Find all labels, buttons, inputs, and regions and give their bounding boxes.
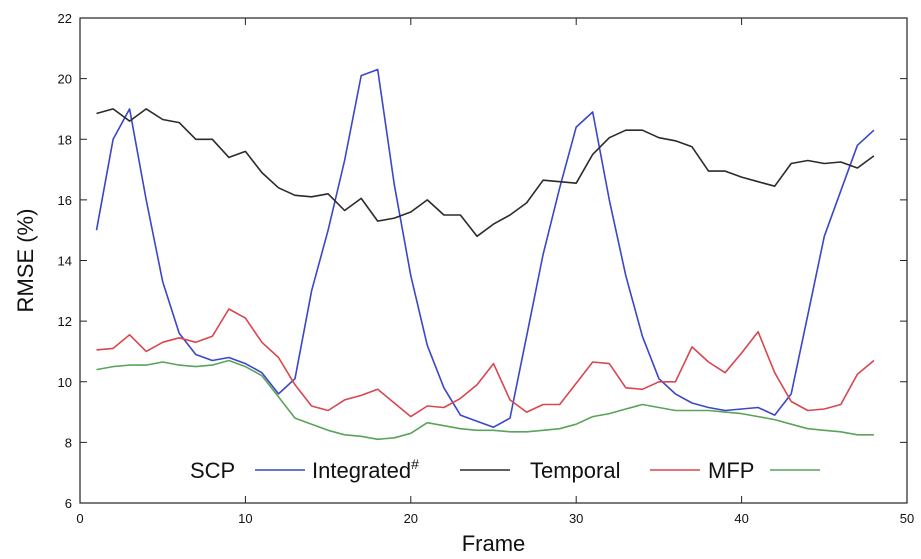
legend: SCP Integrated# Temporal MFP — [190, 456, 820, 483]
legend-label-1: Integrated# — [312, 456, 419, 483]
legend-label-2: Temporal — [530, 458, 620, 483]
axis-ticks: 0 10 20 30 40 50 6 8 10 12 14 16 18 20 22 — [58, 11, 915, 526]
y-tick-label: 14 — [58, 254, 72, 269]
y-tick-label: 22 — [58, 11, 72, 26]
series-line-0 — [95, 68, 875, 429]
series-line-2 — [96, 308, 875, 418]
x-tick-label: 0 — [76, 511, 83, 526]
y-tick-label: 18 — [58, 132, 72, 147]
x-tick-label: 20 — [404, 511, 418, 526]
y-tick-label: 16 — [58, 193, 72, 208]
legend-label-0: SCP — [190, 458, 235, 483]
y-tick-label: 12 — [58, 314, 72, 329]
y-tick-label: 20 — [58, 72, 72, 87]
series-line-1 — [96, 108, 875, 238]
x-tick-label: 30 — [569, 511, 583, 526]
y-tick-label: 10 — [58, 375, 72, 390]
series-line-3 — [96, 359, 874, 441]
x-tick-label: 10 — [238, 511, 252, 526]
y-tick-label: 6 — [65, 496, 72, 511]
x-axis-title: Frame — [462, 531, 526, 554]
x-tick-label: 50 — [900, 511, 914, 526]
x-tick-label: 40 — [734, 511, 748, 526]
y-axis-title: RMSE (%) — [13, 209, 38, 313]
legend-label-3: MFP — [708, 458, 754, 483]
series-lines — [95, 68, 875, 441]
y-tick-label: 8 — [65, 435, 72, 450]
